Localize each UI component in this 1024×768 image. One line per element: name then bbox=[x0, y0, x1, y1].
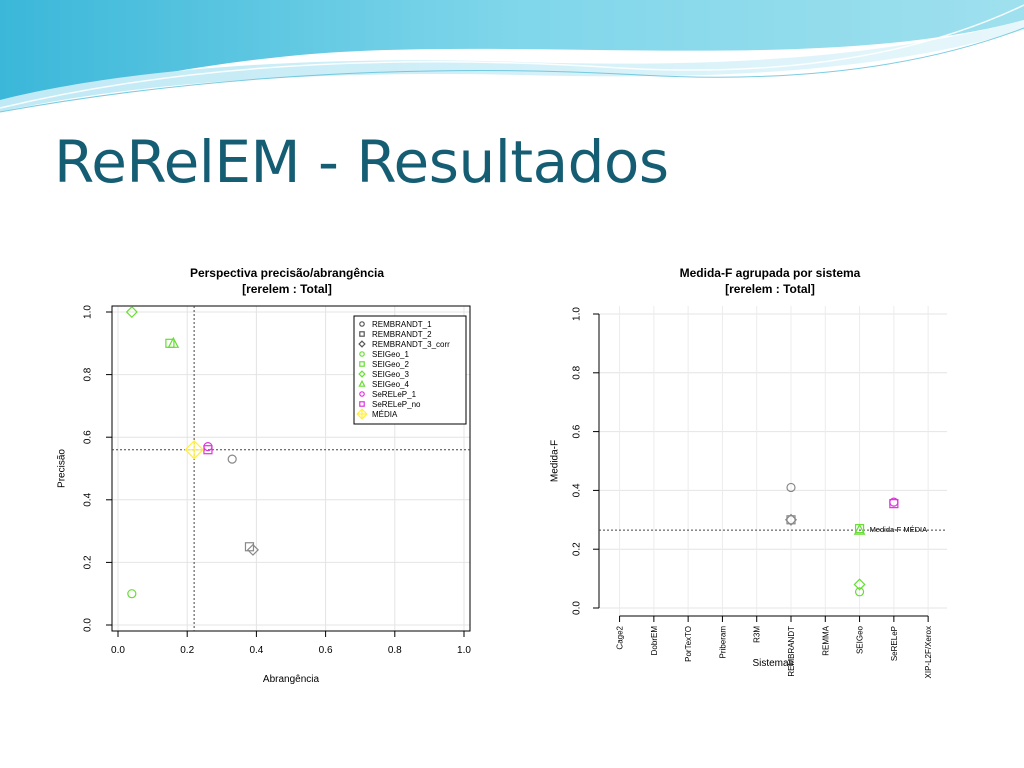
chart2-category-label: SEIGeo bbox=[856, 625, 865, 654]
chart2-point bbox=[786, 482, 796, 493]
chart1-x-tick-label: 0.2 bbox=[180, 645, 194, 656]
chart1-legend-marker bbox=[358, 370, 366, 378]
chart2-y-tick-label: 0.0 bbox=[572, 601, 583, 615]
slide-title: ReRelEM - Resultados bbox=[54, 128, 669, 196]
chart2-title: Medida-F agrupada por sistema bbox=[680, 266, 861, 280]
chart2-point bbox=[853, 523, 866, 535]
chart1-title: Perspectiva precisão/abrangência bbox=[190, 266, 384, 280]
chart2-category-label: SeRELeP bbox=[890, 626, 899, 661]
chart2-mean-f-label: Medida-F MÉDIA bbox=[870, 525, 928, 534]
chart1-x-tick-label: 0.4 bbox=[249, 645, 263, 656]
chart1-legend-marker bbox=[359, 361, 365, 367]
chart1-legend-label: SeRELeP_1 bbox=[372, 390, 417, 399]
chart1-legend-marker bbox=[358, 379, 366, 387]
chart1-legend-marker bbox=[358, 340, 366, 348]
chart2-y-tick-label: 0.8 bbox=[572, 365, 583, 379]
chart1-legend-marker bbox=[359, 391, 365, 397]
chart1-y-axis-label: Precisão bbox=[57, 449, 68, 488]
chart2-category-label: DobrEM bbox=[650, 626, 659, 656]
chart2-category-label: R3M bbox=[753, 626, 762, 643]
chart1-x-axis-label: Abrangência bbox=[263, 674, 320, 685]
chart1-y-tick-label: 0.2 bbox=[83, 555, 94, 569]
chart1-x-tick-label: 1.0 bbox=[457, 645, 471, 656]
precision-recall-chart: Perspectiva precisão/abrangência [rerelem… bbox=[57, 266, 472, 685]
chart1-point bbox=[125, 305, 138, 319]
chart1-legend-marker bbox=[359, 351, 365, 357]
f-measure-chart-panel: Medida-F agrupada por sistema [rerelem : … bbox=[545, 256, 970, 686]
chart2-y-axis-label: Medida-F bbox=[550, 440, 561, 482]
chart2-category-label: PorTexTO bbox=[684, 626, 693, 662]
chart2-point bbox=[854, 587, 865, 597]
chart1-point bbox=[227, 454, 237, 464]
chart1-legend-label: SEIGeo_2 bbox=[372, 360, 409, 369]
chart1-legend-label: MÉDIA bbox=[372, 410, 398, 419]
chart1-legend-label: SEIGeo_3 bbox=[372, 370, 409, 379]
chart1-legend-box bbox=[353, 315, 467, 425]
chart1-y-tick-label: 0.4 bbox=[83, 492, 94, 506]
chart1-legend-label: REMBRANDT_3_corr bbox=[372, 340, 450, 349]
chart1-point bbox=[203, 441, 213, 452]
chart1-y-tick-label: 1.0 bbox=[83, 305, 94, 319]
chart1-legend-label: SEIGeo_1 bbox=[372, 350, 409, 359]
chart1-point bbox=[246, 543, 259, 556]
chart1-point bbox=[184, 440, 204, 460]
chart2-point bbox=[786, 515, 796, 525]
chart2-category-label: REMMA bbox=[821, 625, 830, 655]
chart1-y-tick-label: 0.0 bbox=[83, 618, 94, 632]
header-wave-banner bbox=[0, 0, 1024, 113]
chart1-legend-marker bbox=[359, 331, 365, 337]
chart2-point bbox=[889, 499, 899, 509]
chart2-category-label: Priberam bbox=[718, 626, 727, 659]
chart1-x-tick-label: 0.6 bbox=[319, 645, 333, 656]
chart1-y-tick-label: 0.8 bbox=[83, 367, 94, 381]
chart1-point bbox=[127, 589, 137, 599]
chart1-legend-label: SEIGeo_4 bbox=[372, 380, 409, 389]
chart1-legend-marker bbox=[356, 408, 368, 420]
chart2-y-tick-label: 1.0 bbox=[572, 307, 583, 321]
precision-recall-chart-panel: Perspectiva precisão/abrangência [rerelem… bbox=[52, 256, 494, 696]
chart1-legend-label: REMBRANDT_1 bbox=[372, 320, 432, 329]
chart1-legend-marker bbox=[359, 401, 365, 407]
chart1-legend-label: SeRELeP_no bbox=[372, 400, 421, 409]
chart2-y-tick-label: 0.2 bbox=[572, 542, 583, 556]
chart2-point bbox=[784, 513, 798, 526]
f-measure-chart: Medida-F agrupada por sistema [rerelem : … bbox=[550, 266, 947, 678]
chart1-x-tick-label: 0.0 bbox=[111, 645, 125, 656]
chart2-point bbox=[853, 578, 866, 591]
chart2-y-tick-label: 0.6 bbox=[572, 424, 583, 438]
chart2-category-label: Cage2 bbox=[616, 625, 625, 649]
chart1-x-tick-label: 0.8 bbox=[388, 645, 402, 656]
chart1-point bbox=[167, 336, 180, 348]
chart2-y-tick-label: 0.4 bbox=[572, 483, 583, 497]
chart2-category-label: REMBRANDT bbox=[787, 626, 796, 677]
chart2-subtitle: [rerelem : Total] bbox=[725, 282, 815, 296]
chart1-point bbox=[244, 542, 255, 552]
chart1-legend-marker bbox=[359, 321, 365, 327]
chart1-point bbox=[203, 445, 213, 455]
chart1-legend-label: REMBRANDT_2 bbox=[372, 330, 432, 339]
chart2-category-label: XIP-L2F/Xerox bbox=[924, 626, 933, 678]
chart1-plot-frame bbox=[111, 305, 471, 632]
chart1-subtitle: [rerelem : Total] bbox=[242, 282, 332, 296]
chart2-x-axis-label: Sistemas bbox=[752, 658, 793, 669]
chart1-y-tick-label: 0.6 bbox=[83, 430, 94, 444]
